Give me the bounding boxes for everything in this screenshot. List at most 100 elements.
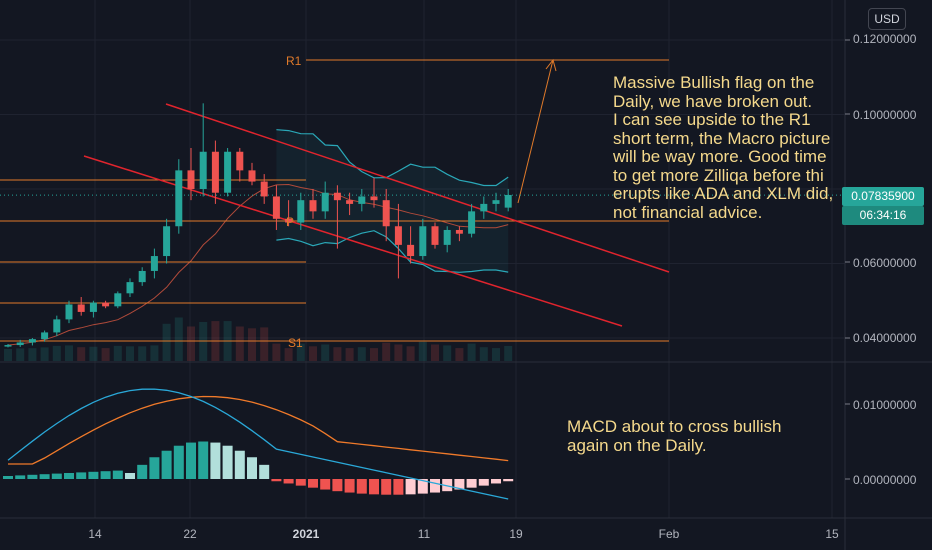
volume-bar bbox=[309, 346, 317, 361]
candle-body bbox=[163, 226, 171, 257]
candle-body bbox=[260, 181, 268, 197]
volume-bar bbox=[296, 343, 305, 361]
macd-histogram-bar bbox=[51, 473, 62, 479]
volume-bar bbox=[113, 345, 122, 361]
macd-histogram-bar bbox=[271, 479, 282, 482]
macd-histogram-bar bbox=[137, 464, 148, 479]
projection-arrowhead bbox=[545, 58, 557, 72]
macd-signal-line bbox=[8, 395, 509, 465]
macd-histogram-bar bbox=[332, 479, 343, 492]
candle-body bbox=[333, 192, 341, 201]
candle-body bbox=[370, 196, 378, 201]
volume-bar bbox=[235, 326, 244, 361]
x-tick-label: Feb bbox=[658, 527, 680, 541]
candle-body bbox=[77, 304, 85, 312]
volume-bar bbox=[4, 348, 12, 361]
candle-body bbox=[285, 218, 293, 223]
candle-body bbox=[65, 304, 73, 320]
candle-body bbox=[126, 282, 134, 294]
volume-bar bbox=[431, 344, 439, 361]
macd-histogram-bar bbox=[405, 479, 416, 495]
candle-body bbox=[431, 226, 439, 245]
macd-histogram-bar bbox=[76, 472, 87, 479]
lower-trendline bbox=[83, 155, 623, 327]
volume-bar bbox=[345, 348, 354, 361]
moving-average-line bbox=[7, 183, 509, 346]
macd-histogram-bar bbox=[259, 464, 270, 479]
macd-histogram-bar bbox=[27, 474, 38, 479]
volume-bar bbox=[28, 348, 37, 361]
candle-body bbox=[4, 345, 12, 347]
candle-body bbox=[41, 332, 49, 340]
volume-bar bbox=[382, 342, 391, 361]
macd-histogram-bar bbox=[149, 457, 160, 479]
volume-bar bbox=[406, 346, 415, 361]
volume-bar bbox=[370, 348, 378, 361]
volume-bar bbox=[174, 317, 183, 361]
y-tick-label: 0.06000000 bbox=[853, 256, 917, 270]
macd-tick-label: 0.00000000 bbox=[853, 473, 917, 487]
candle-body bbox=[53, 319, 61, 333]
volume-bar bbox=[162, 323, 171, 361]
candle-body bbox=[419, 226, 427, 257]
macd-histogram-bar bbox=[369, 479, 379, 495]
macd-histogram-bar bbox=[320, 479, 331, 490]
volume-bar bbox=[16, 348, 25, 361]
candle-body bbox=[504, 194, 512, 208]
macd-histogram-bar bbox=[210, 442, 221, 479]
macd-histogram-bar bbox=[295, 479, 306, 486]
macd-histogram-bar bbox=[466, 479, 477, 488]
volume-bar bbox=[89, 346, 98, 361]
x-tick-label: 19 bbox=[509, 527, 523, 541]
macd-line bbox=[7, 388, 509, 500]
candle-body bbox=[443, 229, 451, 245]
volume-bar bbox=[357, 347, 366, 361]
macd-histogram-bar bbox=[198, 441, 209, 479]
projection-arrow bbox=[517, 59, 554, 204]
macd-histogram-bar bbox=[186, 442, 196, 479]
volume-bar bbox=[187, 326, 195, 361]
macd-histogram-bar bbox=[356, 479, 367, 494]
candle-body bbox=[175, 170, 183, 227]
y-tick-label: 0.04000000 bbox=[853, 331, 917, 345]
volume-bar bbox=[138, 346, 147, 361]
volume-bar bbox=[394, 344, 403, 361]
macd-histogram-bar bbox=[308, 479, 318, 488]
volume-bar bbox=[455, 348, 464, 361]
macd-histogram-bar bbox=[247, 457, 257, 479]
candle-body bbox=[394, 226, 402, 245]
macd-histogram-bar bbox=[454, 479, 465, 490]
macd-histogram-bar bbox=[381, 479, 392, 495]
volume-bar bbox=[150, 345, 159, 361]
candle-body bbox=[248, 170, 256, 182]
candle-countdown: 06:34:16 bbox=[842, 206, 924, 225]
macd-histogram-bar bbox=[503, 479, 514, 482]
macd-note[interactable]: MACD about to cross bullish again on the… bbox=[567, 417, 782, 455]
candle-body bbox=[150, 256, 158, 271]
macd-histogram-bar bbox=[112, 470, 123, 479]
volume-bar bbox=[65, 345, 73, 361]
candle-body bbox=[358, 196, 366, 204]
macd-histogram-bar bbox=[393, 479, 404, 495]
candle-body bbox=[224, 151, 232, 193]
candle-body bbox=[236, 151, 244, 171]
x-tick-label: 15 bbox=[825, 527, 839, 541]
candle-body bbox=[455, 229, 463, 234]
candle-body bbox=[102, 302, 110, 307]
volume-bar bbox=[467, 343, 476, 361]
volume-bar bbox=[418, 341, 427, 361]
last-price-tag: 0.07835900 bbox=[842, 187, 924, 206]
candle-body bbox=[199, 151, 207, 189]
bullish-flag-note[interactable]: Massive Bullish flag on the Daily, we ha… bbox=[613, 73, 834, 222]
macd-histogram-bar bbox=[125, 473, 135, 479]
volume-bar bbox=[479, 347, 488, 361]
currency-selector[interactable]: USD bbox=[868, 8, 906, 30]
macd-histogram-bar bbox=[442, 479, 453, 492]
volume-bar bbox=[126, 346, 134, 361]
candle-body bbox=[16, 342, 24, 346]
macd-histogram-bar bbox=[64, 473, 74, 479]
volume-bar bbox=[284, 348, 293, 361]
x-tick-label: 14 bbox=[88, 527, 102, 541]
x-tick-label: 11 bbox=[417, 527, 431, 541]
